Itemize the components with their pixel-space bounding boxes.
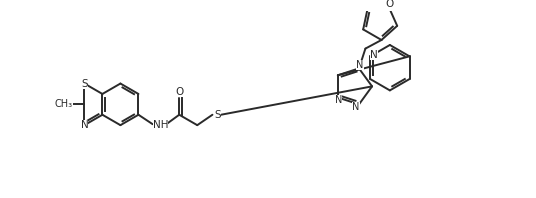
Text: CH₃: CH₃ — [55, 99, 73, 109]
Text: N: N — [370, 50, 378, 60]
Text: O: O — [175, 87, 183, 97]
Text: O: O — [385, 0, 393, 9]
Text: NH: NH — [153, 120, 168, 130]
Text: S: S — [81, 79, 88, 89]
Text: N: N — [353, 102, 360, 112]
Text: N: N — [335, 95, 343, 105]
Text: N: N — [80, 120, 88, 130]
Text: N: N — [356, 60, 363, 70]
Text: S: S — [215, 110, 221, 120]
